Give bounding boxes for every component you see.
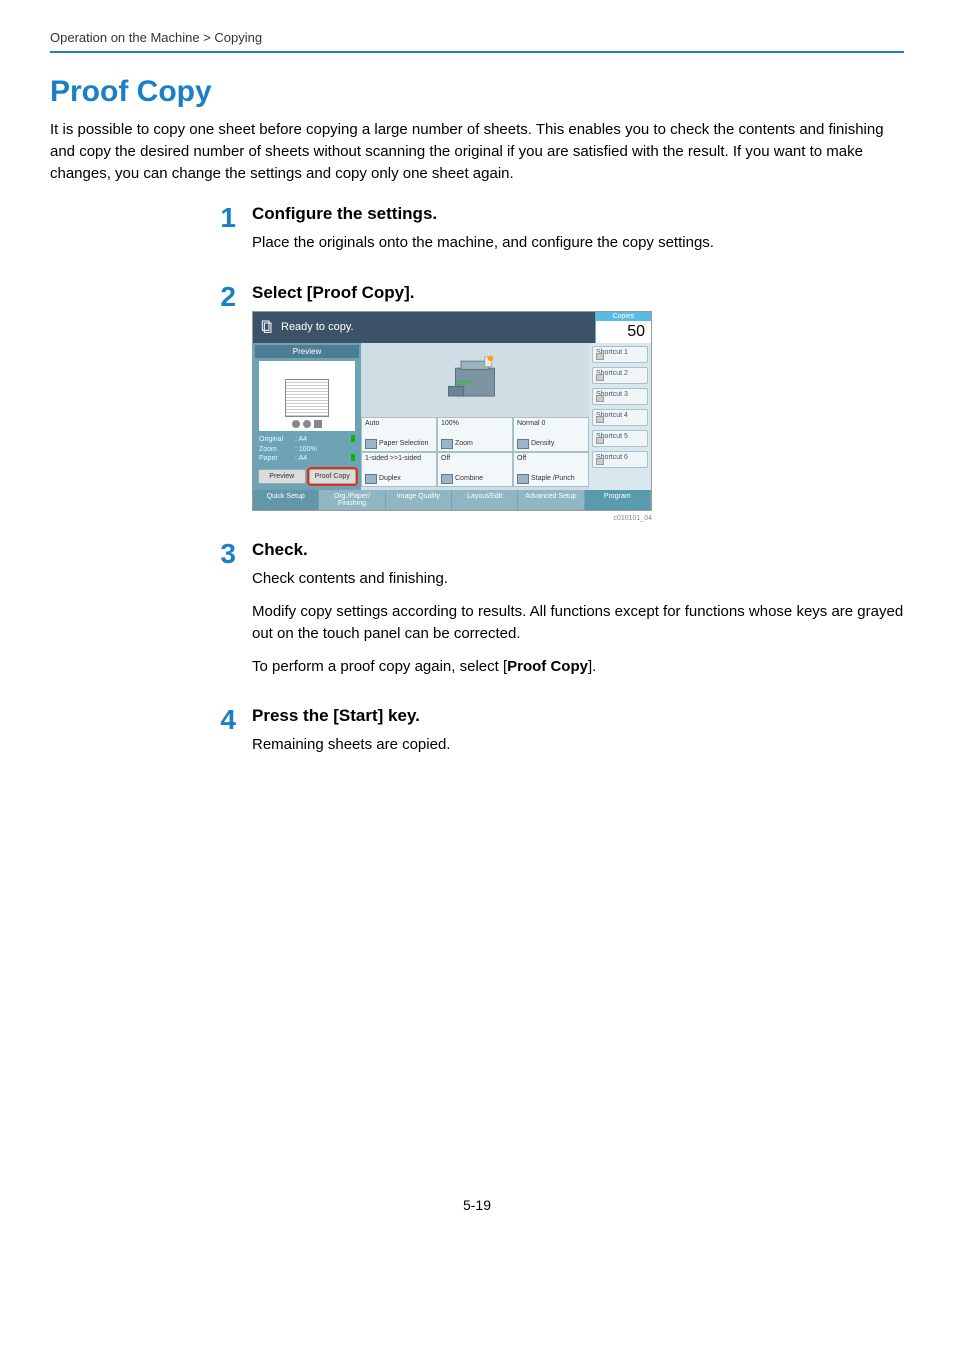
image-code: c010101_04 bbox=[252, 515, 652, 522]
shortcut-1[interactable]: Shortcut 1 bbox=[592, 346, 648, 363]
step-1-title: Configure the settings. bbox=[252, 204, 904, 224]
status-text: Ready to copy. bbox=[281, 321, 354, 333]
function-buttons: Auto Paper Selection 100% Zoom Normal 0 … bbox=[361, 417, 589, 487]
document-icon bbox=[259, 319, 275, 335]
step-1-text: Place the originals onto the machine, an… bbox=[252, 232, 904, 255]
tab-org-paper[interactable]: Org./Paper/ Finishing bbox=[319, 490, 385, 510]
tab-image-quality[interactable]: Image Quality bbox=[386, 490, 452, 510]
step-3-text-3: To perform a proof copy again, select [P… bbox=[252, 656, 904, 679]
preview-tool-icon bbox=[303, 420, 311, 428]
step-3-text-2: Modify copy settings according to result… bbox=[252, 601, 904, 646]
preview-meta: Original: A4 Zoom: 100% Paper: A4 bbox=[259, 435, 355, 464]
step-number: 4 bbox=[200, 706, 236, 734]
combine-icon bbox=[441, 474, 453, 484]
meta-val: : 100% bbox=[295, 445, 317, 455]
meta-val: : A4 bbox=[295, 435, 307, 445]
preview-tool-icon bbox=[314, 420, 322, 428]
btn-value: 1-sided >>1-sided bbox=[365, 455, 433, 462]
zoom-icon bbox=[441, 439, 453, 449]
btn-value: 100% bbox=[441, 420, 509, 427]
tab-quick-setup[interactable]: Quick Setup bbox=[253, 490, 319, 510]
duplex-icon bbox=[365, 474, 377, 484]
proof-copy-button[interactable]: Proof Copy bbox=[309, 469, 357, 484]
btn-value: Off bbox=[441, 455, 509, 462]
meta-bar-icon bbox=[351, 454, 355, 461]
preview-pane: Preview Original: A4 Zoom: 100% Paper: A… bbox=[253, 343, 361, 490]
zoom-button[interactable]: 100% Zoom bbox=[437, 417, 513, 452]
meta-key: Zoom bbox=[259, 445, 295, 455]
printer-illustration bbox=[361, 343, 589, 417]
copies-label: Copies bbox=[596, 312, 651, 321]
btn-label: Combine bbox=[455, 475, 483, 482]
duplex-button[interactable]: 1-sided >>1-sided Duplex bbox=[361, 452, 437, 487]
step-4-text: Remaining sheets are copied. bbox=[252, 734, 904, 757]
paper-selection-button[interactable]: Auto Paper Selection bbox=[361, 417, 437, 452]
step-4-title: Press the [Start] key. bbox=[252, 706, 904, 726]
intro-text: It is possible to copy one sheet before … bbox=[50, 119, 904, 184]
preview-thumbnail bbox=[259, 361, 355, 431]
shortcut-4[interactable]: Shortcut 4 bbox=[592, 409, 648, 426]
meta-key: Original bbox=[259, 435, 295, 445]
step-number: 2 bbox=[200, 283, 236, 311]
tab-layout-edit[interactable]: Layout/Edit bbox=[452, 490, 518, 510]
text-fragment: To perform a proof copy again, select [ bbox=[252, 658, 507, 675]
paper-icon bbox=[365, 439, 377, 449]
meta-val: : A4 bbox=[295, 454, 307, 464]
page-title: Proof Copy bbox=[50, 75, 904, 109]
meta-key: Paper bbox=[259, 454, 295, 464]
staple-icon bbox=[517, 474, 529, 484]
btn-value: Normal 0 bbox=[517, 420, 585, 427]
step-3-title: Check. bbox=[252, 540, 904, 560]
copies-value: 50 bbox=[596, 321, 651, 343]
btn-label: Staple /Punch bbox=[531, 475, 575, 482]
density-button[interactable]: Normal 0 Density bbox=[513, 417, 589, 452]
step-2-title: Select [Proof Copy]. bbox=[252, 283, 904, 303]
step-4: 4 Press the [Start] key. Remaining sheet… bbox=[50, 706, 904, 767]
printer-icon bbox=[440, 354, 510, 406]
preview-tool-icon bbox=[292, 420, 300, 428]
tab-program[interactable]: Program bbox=[585, 490, 651, 510]
text-fragment: ]. bbox=[588, 658, 596, 675]
shortcuts-pane: Shortcut 1 Shortcut 2 Shortcut 3 Shortcu… bbox=[589, 343, 651, 490]
step-3: 3 Check. Check contents and finishing. M… bbox=[50, 540, 904, 688]
preview-page-icon bbox=[285, 379, 329, 417]
preview-button[interactable]: Preview bbox=[258, 469, 306, 484]
btn-value: Auto bbox=[365, 420, 433, 427]
panel-tabs: Quick Setup Org./Paper/ Finishing Image … bbox=[253, 490, 651, 510]
btn-label: Paper Selection bbox=[379, 440, 428, 447]
meta-bar-icon bbox=[351, 435, 355, 442]
staple-punch-button[interactable]: Off Staple /Punch bbox=[513, 452, 589, 487]
combine-button[interactable]: Off Combine bbox=[437, 452, 513, 487]
preview-label: Preview bbox=[255, 345, 359, 358]
btn-label: Duplex bbox=[379, 475, 401, 482]
btn-label: Density bbox=[531, 440, 554, 447]
copies-counter: Copies 50 bbox=[595, 312, 651, 343]
step-number: 3 bbox=[200, 540, 236, 568]
header-divider bbox=[50, 51, 904, 53]
step-1: 1 Configure the settings. Place the orig… bbox=[50, 204, 904, 265]
touch-panel-screenshot: Ready to copy. Copies 50 Preview bbox=[252, 311, 652, 511]
btn-value: Off bbox=[517, 455, 585, 462]
shortcut-5[interactable]: Shortcut 5 bbox=[592, 430, 648, 447]
shortcut-3[interactable]: Shortcut 3 bbox=[592, 388, 648, 405]
step-2: 2 Select [Proof Copy]. Ready to copy. Co… bbox=[50, 283, 904, 522]
breadcrumb: Operation on the Machine > Copying bbox=[50, 30, 904, 45]
tab-advanced[interactable]: Advanced Setup bbox=[518, 490, 584, 510]
step-3-text-1: Check contents and finishing. bbox=[252, 568, 904, 591]
proof-copy-ref: Proof Copy bbox=[507, 658, 588, 675]
density-icon bbox=[517, 439, 529, 449]
btn-label: Zoom bbox=[455, 440, 473, 447]
step-number: 1 bbox=[200, 204, 236, 232]
shortcut-6[interactable]: Shortcut 6 bbox=[592, 451, 648, 468]
panel-header: Ready to copy. Copies 50 bbox=[253, 312, 651, 343]
shortcut-2[interactable]: Shortcut 2 bbox=[592, 367, 648, 384]
page-number: 5-19 bbox=[50, 1197, 904, 1213]
